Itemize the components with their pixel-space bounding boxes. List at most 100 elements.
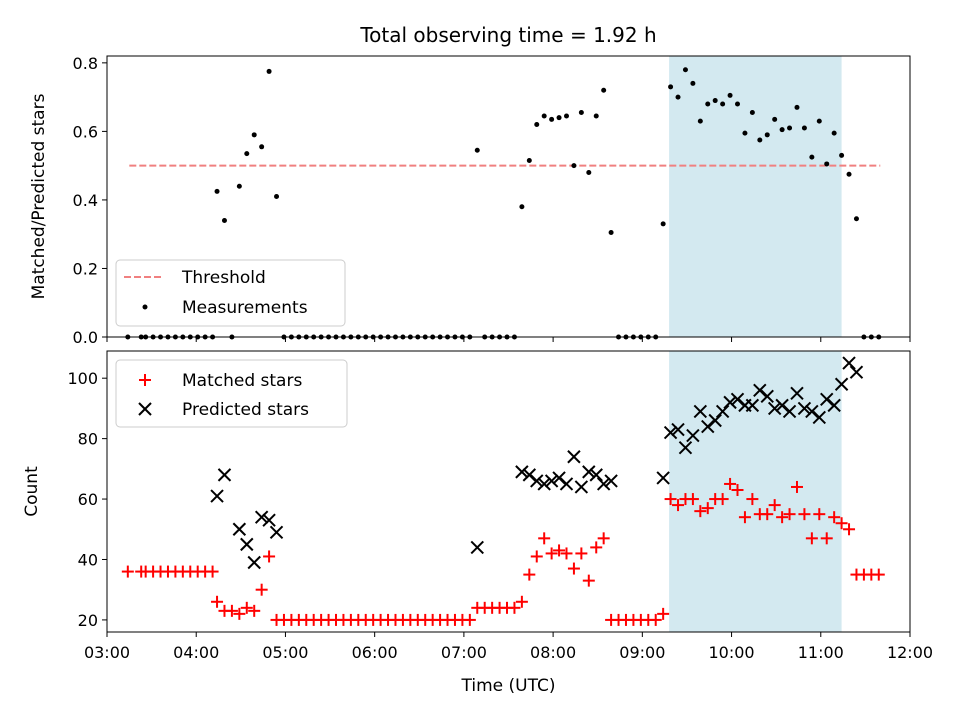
matched-stars-point [738, 511, 751, 524]
measurement-point [787, 125, 793, 131]
y-tick-label: 100 [67, 369, 98, 388]
predicted-stars-point [210, 489, 224, 503]
y-tick-label: 40 [78, 550, 98, 569]
measurement-point [697, 118, 703, 124]
matched-stars-point [255, 583, 268, 596]
measurement-point [846, 171, 852, 177]
predicted-stars-point [582, 465, 596, 479]
measurement-point [772, 116, 778, 122]
legend-matched-marker [139, 374, 151, 386]
predicted-stars-point [470, 540, 484, 555]
legend-predicted-label: Predicted stars [182, 400, 309, 420]
matched-stars-point [206, 565, 219, 578]
x-tick-label: 04:00 [173, 643, 219, 662]
matched-stars-point [523, 568, 536, 581]
y-tick-label: 80 [78, 430, 98, 449]
y-axis-ticks: 20 40 60 80 100 [67, 369, 107, 630]
measurement-point [563, 113, 569, 119]
matched-stars-point [567, 562, 580, 575]
measurement-point [720, 101, 726, 107]
matched-stars-point [582, 574, 595, 587]
matched-stars-point [233, 607, 246, 620]
predicted-stars-point [782, 404, 797, 419]
measurement-point [660, 221, 666, 227]
matched-stars-point [724, 477, 737, 490]
measurement-point [474, 147, 480, 153]
predicted-stars-point [574, 480, 589, 494]
predicted-stars-point [767, 401, 782, 416]
predicted-stars-point [567, 450, 581, 464]
predicted-stars-point [589, 468, 603, 482]
measurement-point [221, 217, 227, 223]
measurement-point [809, 154, 815, 160]
x-tick-label: 08:00 [530, 643, 576, 662]
matched-stars-point [790, 480, 803, 493]
measurement-point [526, 158, 532, 164]
x-tick-label: 11:00 [798, 643, 844, 662]
predicted-stars-point [760, 389, 774, 404]
matched-stars-point [872, 568, 885, 581]
measurement-point [214, 188, 220, 194]
measurement-point [816, 118, 822, 124]
legend: Threshold Measurements [115, 259, 346, 327]
matched-stars-point [248, 604, 261, 617]
measurement-point [742, 130, 748, 136]
measurement-point [705, 101, 711, 107]
matched-stars-point [805, 532, 818, 545]
highlight-span [669, 351, 842, 632]
predicted-stars-point [663, 425, 678, 440]
matched-stars-point [835, 517, 848, 530]
x-tick-label: 06:00 [352, 643, 398, 662]
legend-measurements-label: Measurements [182, 298, 308, 318]
matched-stars-point [716, 493, 729, 506]
measurement-point [839, 152, 845, 158]
measurement-point [244, 151, 250, 157]
predicted-stars-point [842, 356, 856, 370]
x-tick-label: 07:00 [441, 643, 487, 662]
predicted-stars-point [515, 465, 529, 479]
legend-predicted-marker [138, 402, 152, 416]
measurement-point [601, 87, 607, 93]
legend-measurements-marker [142, 304, 148, 310]
matched-stars-point [672, 499, 685, 512]
measurement-point [779, 127, 785, 133]
matched-stars-point [515, 595, 528, 608]
measurement-point [259, 144, 265, 150]
matched-stars-point [590, 541, 603, 554]
matched-stars-point [240, 601, 253, 614]
predicted-stars-point [686, 428, 700, 443]
x-axis-label: Time (UTC) [461, 676, 556, 696]
measurement-point [757, 137, 763, 143]
measurement-point [593, 113, 599, 119]
y-tick-label: 0.8 [73, 54, 98, 73]
predicted-stars-point [797, 401, 812, 416]
predicted-stars-point [723, 395, 737, 410]
x-tick-label: 10:00 [709, 643, 755, 662]
measurement-point [519, 204, 525, 210]
matched-stars-point [776, 511, 789, 524]
predicted-stars-point [671, 422, 685, 437]
predicted-stars-point [247, 555, 261, 570]
y-tick-label: 60 [78, 490, 98, 509]
measurement-point [534, 122, 540, 128]
y-tick-label: 0.4 [73, 191, 98, 210]
predicted-stars-point [715, 404, 730, 419]
matched-stars-point [813, 508, 826, 521]
matched-stars-point [225, 604, 238, 617]
matched-stars-point [575, 547, 588, 560]
measurement-point [668, 84, 674, 90]
x-axis-ticks: 03:00 04:00 05:00 06:00 07:00 08:00 09:00 10:00… [84, 632, 933, 662]
matched-stars-point [538, 532, 551, 545]
measurement-point [266, 68, 272, 74]
measurement-point [274, 194, 280, 199]
matched-stars-point [701, 502, 714, 515]
matched-stars-point [263, 550, 276, 563]
measurement-point [675, 94, 681, 100]
plot-frame [106, 350, 911, 633]
predicted-stars-point [849, 365, 864, 379]
predicted-stars-point [254, 510, 269, 524]
y-axis-label: Matched/Predicted stars [29, 93, 49, 299]
predicted-stars-point [604, 474, 618, 488]
predicted-stars-point [269, 525, 284, 539]
